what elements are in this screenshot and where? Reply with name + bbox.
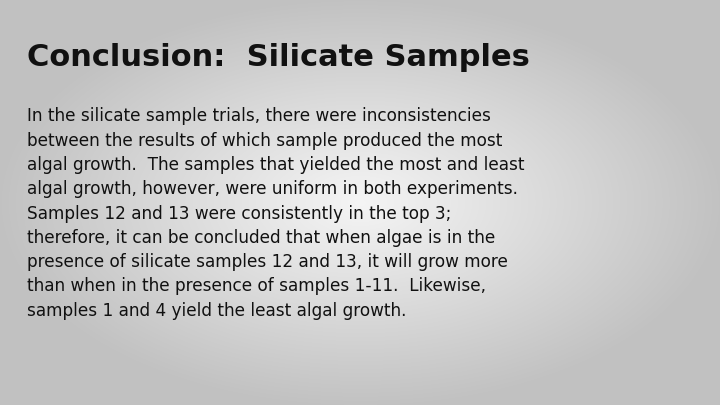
Text: In the silicate sample trials, there were inconsistencies
between the results of: In the silicate sample trials, there wer…	[27, 107, 525, 320]
Text: Conclusion:  Silicate Samples: Conclusion: Silicate Samples	[27, 43, 530, 72]
